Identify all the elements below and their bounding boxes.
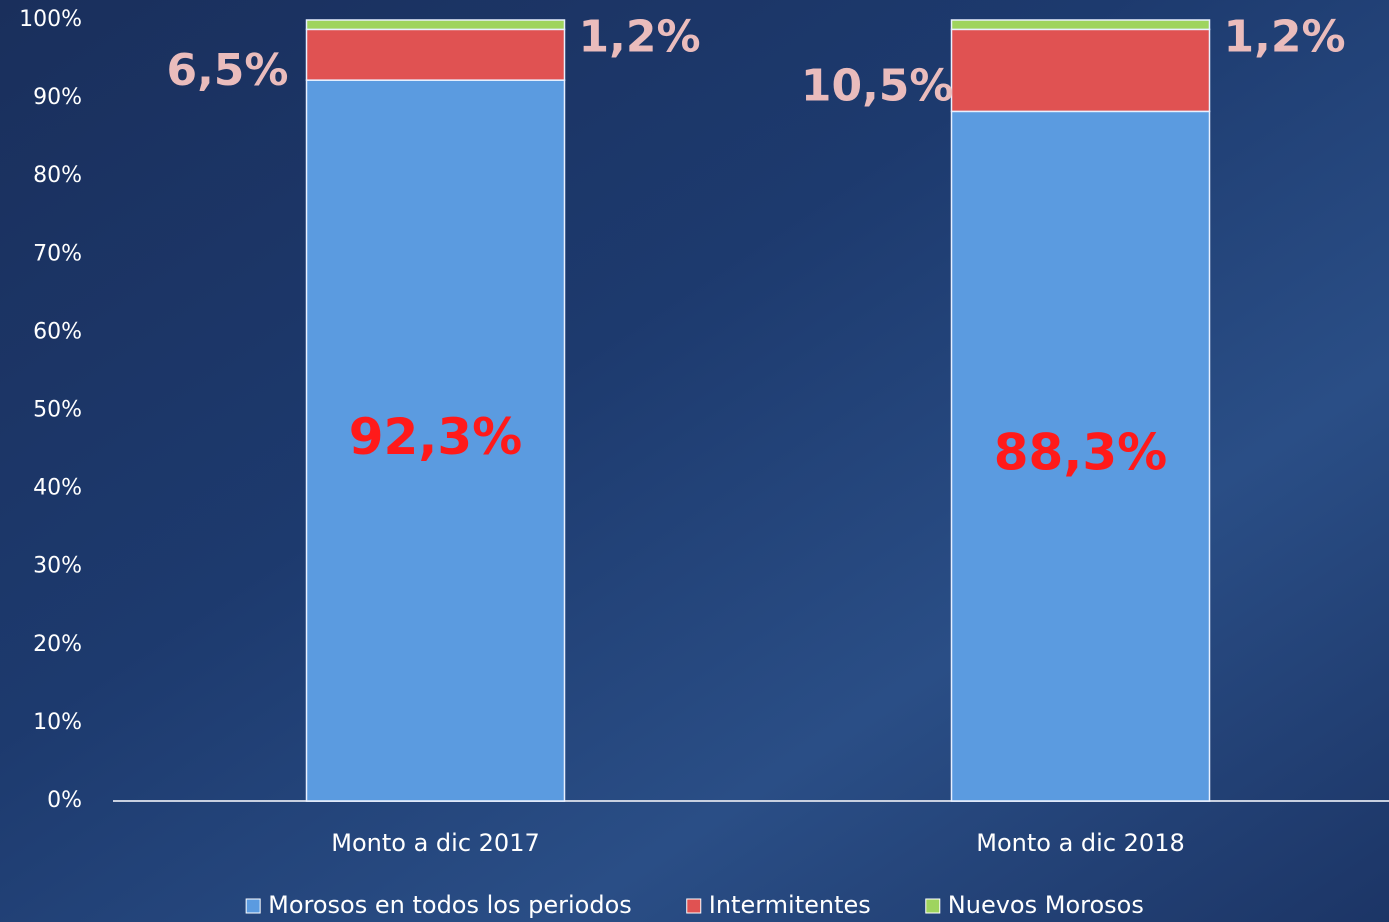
y-tick-label: 40%	[33, 476, 82, 501]
legend-label: Intermitentes	[709, 891, 871, 919]
bar-segment	[307, 29, 565, 80]
bar-segment	[952, 20, 1210, 29]
y-tick-label: 20%	[33, 632, 82, 657]
y-tick-label: 50%	[33, 398, 82, 423]
y-tick-label: 90%	[33, 85, 82, 110]
y-tick-label: 70%	[33, 241, 82, 266]
y-tick-label: 80%	[33, 163, 82, 188]
y-tick-label: 30%	[33, 554, 82, 579]
legend-marker	[687, 899, 701, 913]
value-label: 1,2%	[1224, 12, 1346, 63]
bar-segment	[307, 20, 565, 29]
x-tick-label: Monto a dic 2018	[976, 829, 1184, 857]
bar-segment	[952, 29, 1210, 111]
legend-marker	[246, 899, 260, 913]
legend-label: Nuevos Morosos	[948, 891, 1144, 919]
value-label: 88,3%	[994, 424, 1167, 482]
value-label: 1,2%	[579, 12, 701, 63]
y-tick-label: 0%	[47, 788, 82, 813]
y-tick-label: 100%	[19, 7, 82, 32]
y-tick-label: 60%	[33, 319, 82, 344]
value-label: 6,5%	[166, 45, 288, 96]
chart: 0% 10% 20% 30% 40% 50% 60% 70% 80% 90% 100% Monto a…	[0, 0, 1389, 922]
y-tick-label: 10%	[33, 710, 82, 735]
value-label: 92,3%	[349, 408, 522, 466]
x-tick-label: Monto a dic 2017	[331, 829, 539, 857]
legend-marker	[926, 899, 940, 913]
value-label: 10,5%	[801, 60, 954, 111]
legend-label: Morosos en todos los periodos	[268, 891, 632, 919]
